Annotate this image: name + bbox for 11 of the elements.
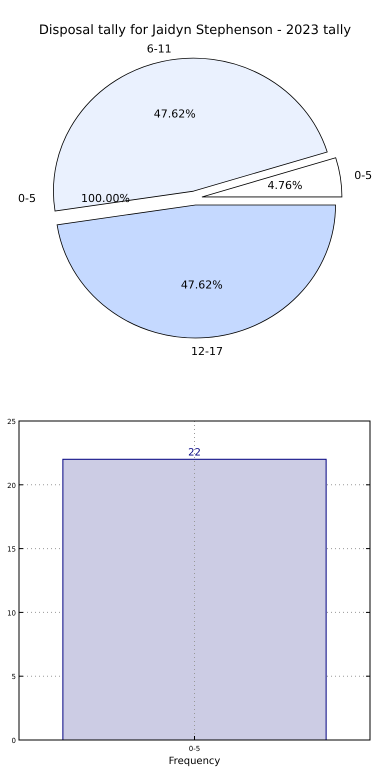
data-label: 4.76% — [268, 179, 302, 192]
text: 100.00% — [81, 192, 130, 205]
data-label: 47.62% — [180, 278, 223, 292]
data-label: 22 — [188, 447, 201, 458]
data-label: 47.62% — [154, 107, 196, 120]
slice-label: 0-5 — [354, 169, 372, 182]
slice-label: 12-17 — [191, 344, 224, 358]
chart-title: Disposal tally for Jaidyn Stephenson - 2023 tally — [38, 23, 352, 38]
x-axis-title: Frequency — [168, 756, 220, 767]
text: 0-5 — [18, 192, 36, 205]
slice-label: 6-11 — [146, 42, 172, 56]
